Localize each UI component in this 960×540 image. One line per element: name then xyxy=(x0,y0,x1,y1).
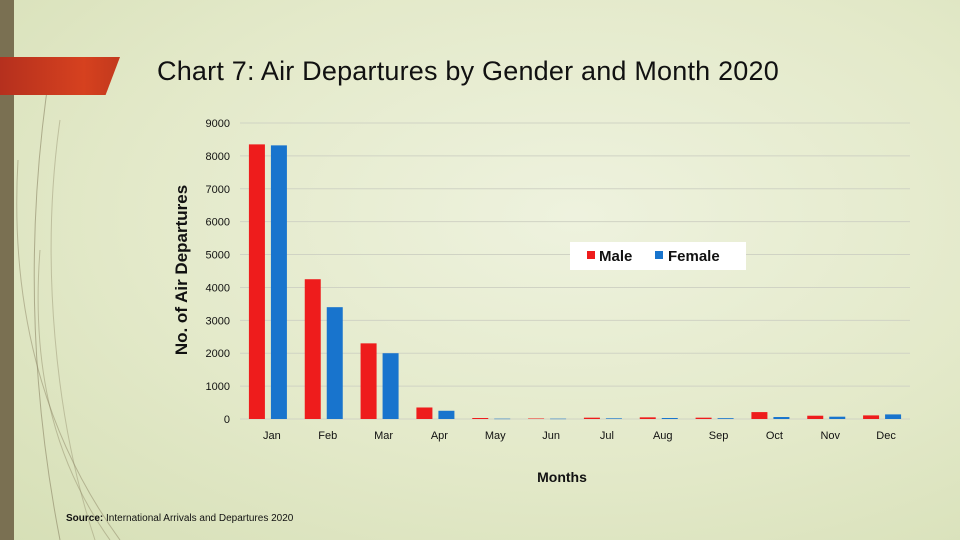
bar-male-mar xyxy=(360,343,377,419)
x-tick-label-jan: Jan xyxy=(263,430,281,442)
bar-female-nov xyxy=(829,416,846,419)
bar-male-jan xyxy=(248,144,265,419)
bar-female-oct xyxy=(773,417,790,419)
bars xyxy=(248,144,902,420)
x-tick-label-nov: Nov xyxy=(820,430,840,442)
left-accent-band xyxy=(0,0,14,540)
legend-swatch-female xyxy=(655,251,663,259)
bar-female-mar xyxy=(382,353,399,419)
y-tick-label: 9000 xyxy=(206,118,230,130)
y-tick-label: 6000 xyxy=(206,217,230,229)
bar-female-jul xyxy=(605,418,622,419)
bar-female-may xyxy=(494,418,511,420)
bar-male-may xyxy=(472,418,489,419)
x-tick-label-jun: Jun xyxy=(542,430,560,442)
title-accent-tab xyxy=(0,57,120,95)
x-tick-label-mar: Mar xyxy=(374,430,393,442)
legend-label-male: Male xyxy=(599,248,632,265)
y-tick-label: 3000 xyxy=(206,315,230,327)
bar-female-dec xyxy=(885,414,902,419)
source-label: Source: xyxy=(66,513,104,524)
y-axis-label: No. of Air Departures xyxy=(172,185,191,355)
bar-female-sep xyxy=(717,418,734,419)
x-axis-ticks: Jan Feb Mar Apr May Jun Jul Aug Sep Oct Nov Dec xyxy=(263,430,896,442)
bar-male-aug xyxy=(639,417,656,419)
slide-title: Chart 7: Air Departures by Gender and Mo… xyxy=(157,56,779,86)
x-tick-label-sep: Sep xyxy=(709,430,729,442)
bar-female-jan xyxy=(270,145,287,419)
y-tick-label: 7000 xyxy=(206,184,230,196)
x-axis-label: Months xyxy=(537,469,587,485)
bar-male-sep xyxy=(695,417,712,419)
y-tick-label: 4000 xyxy=(206,282,230,294)
bar-female-jun xyxy=(550,418,567,420)
bar-male-feb xyxy=(304,279,321,419)
x-tick-label-dec: Dec xyxy=(876,430,896,442)
gridlines xyxy=(240,122,910,420)
y-tick-label: 5000 xyxy=(206,250,230,262)
chart-legend: Male Female xyxy=(570,242,746,270)
bar-male-apr xyxy=(416,407,433,419)
bar-male-dec xyxy=(863,415,880,419)
bar-male-oct xyxy=(751,412,768,419)
bar-male-nov xyxy=(807,415,824,419)
x-tick-label-feb: Feb xyxy=(318,430,337,442)
source-note: Source: International Arrivals and Depar… xyxy=(66,513,293,524)
bar-male-jun xyxy=(528,418,545,420)
bar-female-feb xyxy=(326,307,343,419)
x-tick-label-apr: Apr xyxy=(431,430,448,442)
source-text: International Arrivals and Departures 20… xyxy=(103,513,294,524)
y-tick-label: 0 xyxy=(224,414,230,426)
y-axis-ticks: 0 1000 2000 3000 4000 5000 6000 7000 8000 9000 xyxy=(206,118,230,426)
bar-male-jul xyxy=(583,417,600,419)
legend-swatch-male xyxy=(587,251,595,259)
y-tick-label: 1000 xyxy=(206,381,230,393)
legend-label-female: Female xyxy=(668,248,720,265)
bar-female-apr xyxy=(438,410,455,419)
bar-female-aug xyxy=(661,418,678,419)
y-tick-label: 8000 xyxy=(206,151,230,163)
x-tick-label-oct: Oct xyxy=(766,430,783,442)
x-tick-label-aug: Aug xyxy=(653,430,673,442)
y-tick-label: 2000 xyxy=(206,348,230,360)
x-tick-label-jul: Jul xyxy=(600,430,614,442)
x-tick-label-may: May xyxy=(485,430,506,442)
